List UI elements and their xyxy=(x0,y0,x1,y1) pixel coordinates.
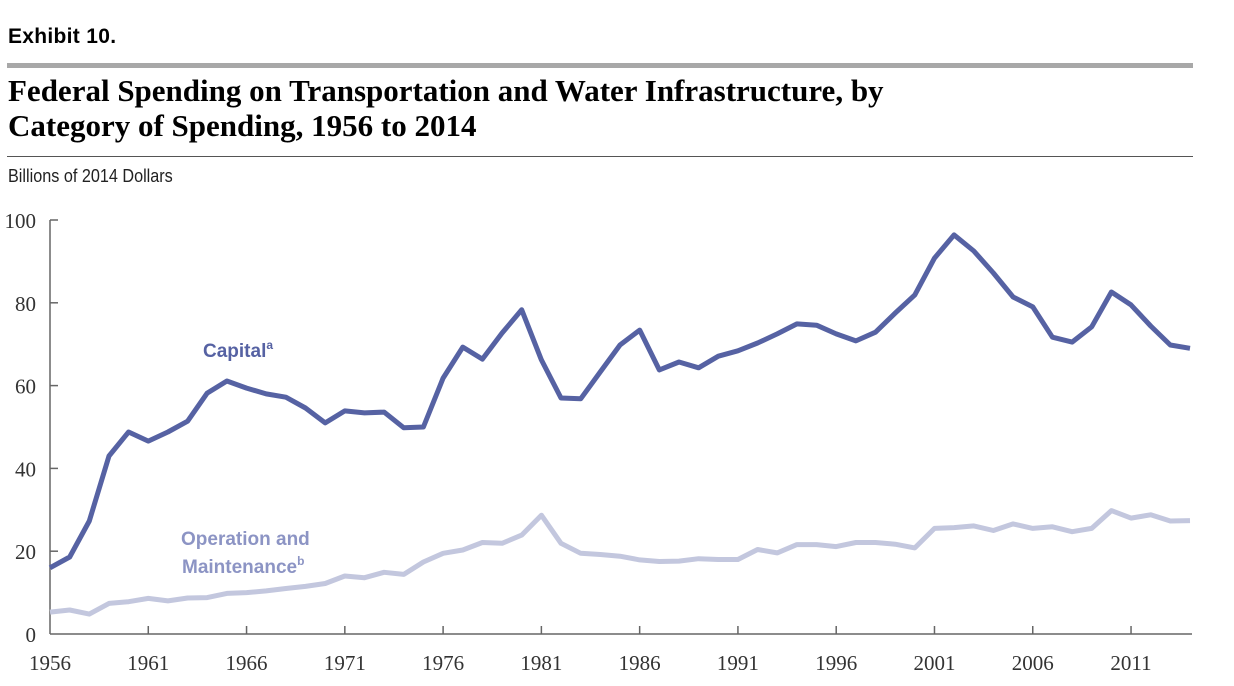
capital-footnote-marker: a xyxy=(266,338,273,352)
x-tick-label: 1956 xyxy=(29,651,71,675)
x-tick-label: 1986 xyxy=(619,651,661,675)
chart-title: Federal Spending on Transportation and W… xyxy=(8,73,1108,143)
x-tick-label: 2011 xyxy=(1110,651,1151,675)
y-tick-label: 40 xyxy=(15,457,36,481)
x-tick-label: 1981 xyxy=(520,651,562,675)
x-tick-label: 1971 xyxy=(324,651,366,675)
title-rule xyxy=(7,156,1193,157)
chart-title-line-1: Federal Spending on Transportation and W… xyxy=(8,73,884,108)
x-tick-label: 1991 xyxy=(717,651,759,675)
capital-label: Capitala xyxy=(203,338,273,362)
y-tick-label: 100 xyxy=(5,209,37,233)
header-bar xyxy=(7,63,1193,68)
y-tick-label: 80 xyxy=(15,292,36,316)
capital-label-text: Capital xyxy=(203,341,266,362)
om-label-line-2: Maintenanceb xyxy=(182,554,304,578)
series-labels: Capitala Operation and Maintenanceb xyxy=(181,338,310,578)
om-label-text: Maintenance xyxy=(182,557,297,578)
chart-title-line-2: Category of Spending, 1956 to 2014 xyxy=(8,108,477,143)
x-tick-label: 1996 xyxy=(815,651,857,675)
capital-line xyxy=(48,232,1191,570)
axes: 0 20 40 60 80 100 1956 1961 1966 1971 1976 1981 1986… xyxy=(5,209,1192,675)
x-tick-label: 1976 xyxy=(422,651,464,675)
series-lines xyxy=(48,232,1191,617)
y-tick-label: 20 xyxy=(15,540,36,564)
om-label-line-1: Operation and xyxy=(181,529,310,550)
y-axis-units-label: Billions of 2014 Dollars xyxy=(8,166,173,186)
x-tick-label: 2001 xyxy=(913,651,955,675)
x-tick-label: 1961 xyxy=(127,651,169,675)
x-tick-label: 1966 xyxy=(226,651,268,675)
y-tick-label: 0 xyxy=(26,623,37,647)
om-footnote-marker: b xyxy=(297,554,304,568)
x-tick-label: 2006 xyxy=(1012,651,1054,675)
exhibit-label: Exhibit 10. xyxy=(8,25,117,48)
y-tick-label: 60 xyxy=(15,375,36,399)
